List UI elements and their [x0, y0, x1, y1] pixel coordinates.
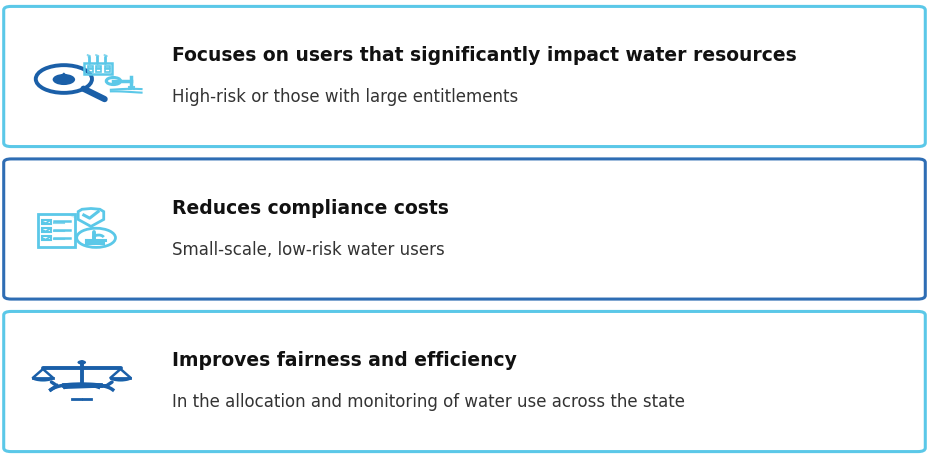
FancyBboxPatch shape: [4, 159, 924, 299]
Wedge shape: [34, 377, 52, 382]
Text: Focuses on users that significantly impact water resources: Focuses on users that significantly impa…: [172, 46, 795, 65]
Text: In the allocation and monitoring of water use across the state: In the allocation and monitoring of wate…: [172, 393, 684, 411]
Wedge shape: [111, 377, 129, 382]
FancyBboxPatch shape: [4, 6, 924, 147]
Circle shape: [77, 360, 86, 365]
Circle shape: [53, 74, 75, 85]
Text: Reduces compliance costs: Reduces compliance costs: [172, 199, 448, 218]
Polygon shape: [56, 72, 72, 80]
Text: Improves fairness and efficiency: Improves fairness and efficiency: [172, 351, 516, 371]
Text: Small-scale, low-risk water users: Small-scale, low-risk water users: [172, 240, 445, 259]
Polygon shape: [66, 214, 75, 218]
FancyBboxPatch shape: [4, 311, 924, 452]
Text: High-risk or those with large entitlements: High-risk or those with large entitlemen…: [172, 88, 518, 106]
